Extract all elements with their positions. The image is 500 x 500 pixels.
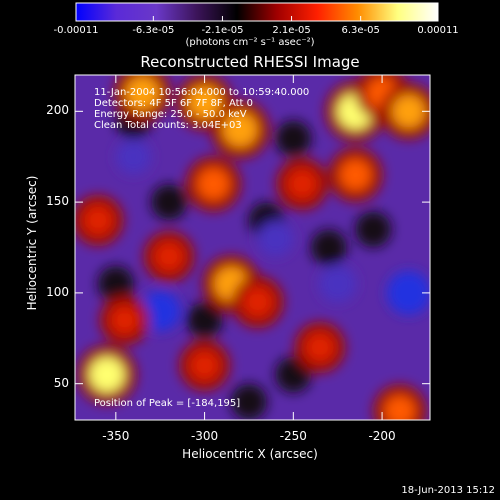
y-axis-label: Heliocentric Y (arcsec) xyxy=(25,175,39,311)
bright-source-core xyxy=(89,357,125,393)
negative-source xyxy=(139,290,181,332)
x-tick-label: -250 xyxy=(279,429,307,443)
chart-title: Reconstructed RHESSI Image xyxy=(140,53,360,71)
negative-source xyxy=(115,139,152,175)
annotation-detectors: Detectors: 4F 5F 6F 7F 8F, Att 0 xyxy=(94,98,254,109)
colorbar-unit-label: (photons cm⁻² s⁻¹ asec⁻²) xyxy=(185,37,315,48)
x-tick-label: -300 xyxy=(190,429,219,443)
heatmap-area xyxy=(75,75,430,420)
negative-source xyxy=(386,270,430,315)
x-tick-label: -350 xyxy=(102,429,130,443)
colorbar-tick-label: -2.1e-05 xyxy=(201,25,244,36)
negative-source xyxy=(318,265,357,303)
annotation-counts: Clean Total counts: 3.04E+03 xyxy=(94,120,242,131)
plot-frame xyxy=(74,74,431,421)
heatmap-ridge xyxy=(230,383,267,420)
bright-source-core xyxy=(110,306,139,335)
annotation-time-range: 11-Jan-2004 10:56:04.000 to 10:59:40.000 xyxy=(94,87,310,98)
heatmap-ridge xyxy=(310,229,347,266)
colorbar-tick-label: 0.00011 xyxy=(417,25,459,36)
y-tick-label: 150 xyxy=(46,194,69,209)
colorbar-tick-label: 6.3e-05 xyxy=(341,25,380,36)
bright-source-core xyxy=(384,395,416,420)
bright-source-core xyxy=(125,76,160,110)
bright-source-core xyxy=(83,205,113,235)
bright-source-core xyxy=(188,85,221,119)
colorbar-tick-label: -0.00011 xyxy=(53,25,99,36)
annotation-energy-range: Energy Range: 25.0 - 50.0 keV xyxy=(94,109,247,120)
heatmap-ridge xyxy=(275,120,312,157)
bright-source-core xyxy=(243,287,273,317)
heatmap-ridge xyxy=(186,302,223,339)
negative-source xyxy=(257,220,294,257)
colorbar-ticks xyxy=(75,16,439,21)
bright-source-core xyxy=(339,159,372,191)
y-tick-label: 200 xyxy=(46,103,69,118)
y-tick-label: 50 xyxy=(53,375,69,390)
bright-source-core xyxy=(190,351,219,380)
x-tick-label: -200 xyxy=(368,429,396,443)
axis-ticks xyxy=(75,75,430,420)
bright-source-core xyxy=(197,167,230,200)
bright-source-core xyxy=(392,94,426,128)
colorbar-tick-label: 2.1e-05 xyxy=(272,25,311,36)
bright-source-core xyxy=(305,332,335,362)
bright-source-core xyxy=(154,242,184,271)
colorbar xyxy=(75,2,439,22)
x-axis-label: Heliocentric X (arcsec) xyxy=(182,447,318,461)
y-tick-label: 100 xyxy=(46,284,69,299)
heatmap-ridge xyxy=(355,211,392,248)
footer-date: 18-Jun-2013 15:12 xyxy=(401,485,495,496)
bright-source-core xyxy=(222,112,258,147)
heatmap-sources xyxy=(75,75,430,420)
heatmap-ridge xyxy=(151,184,188,221)
bright-source-core xyxy=(287,169,318,199)
peak-position-label: Position of Peak = [-184,195] xyxy=(94,398,241,409)
colorbar-tick-label: -6.3e-05 xyxy=(132,25,175,36)
heatmap-ridge xyxy=(97,265,134,302)
